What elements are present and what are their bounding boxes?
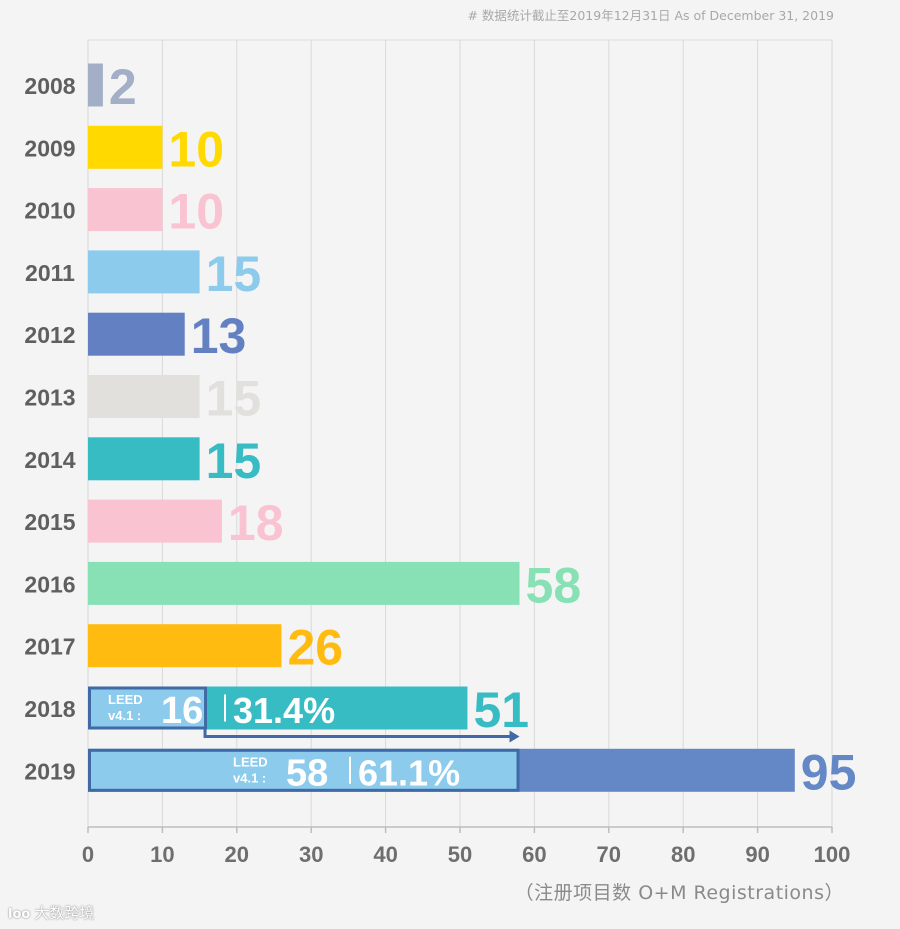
leed-frame xyxy=(88,686,208,730)
value-label: 10 xyxy=(168,121,224,177)
leed-count: 58 xyxy=(286,752,328,794)
x-tick-label: 10 xyxy=(150,842,174,867)
x-tick-label: 80 xyxy=(671,842,695,867)
leed-label: LEED xyxy=(233,754,268,769)
watermark-logo-icon: loo xyxy=(8,907,31,922)
value-label: 15 xyxy=(206,433,262,489)
year-label: 2010 xyxy=(24,198,75,224)
bar xyxy=(88,624,282,668)
value-label: 13 xyxy=(191,308,247,364)
x-tick-label: 100 xyxy=(814,842,851,867)
value-label: 15 xyxy=(206,246,262,302)
leed-label: LEED xyxy=(108,692,143,707)
leed-frame xyxy=(88,748,520,792)
value-label: 58 xyxy=(526,557,582,613)
x-axis-label: （注册项目数 O+M Registrations） xyxy=(514,882,844,904)
year-label: 2009 xyxy=(24,135,75,161)
year-label: 2013 xyxy=(24,385,75,411)
bar xyxy=(88,312,185,356)
leed-connector-arrowhead xyxy=(509,730,520,743)
data-cutoff-note: # 数据统计截止至2019年12月31日 As of December 31, … xyxy=(467,8,834,23)
value-label: 10 xyxy=(168,184,224,240)
value-label: 26 xyxy=(287,620,343,676)
value-label: 18 xyxy=(228,495,284,551)
bar xyxy=(88,250,200,294)
bar xyxy=(88,63,103,107)
x-tick-label: 60 xyxy=(522,842,546,867)
year-label: 2015 xyxy=(24,509,75,535)
bar xyxy=(88,561,520,605)
watermark-text: 大数跨境 xyxy=(34,904,95,922)
year-label: 2014 xyxy=(24,447,75,473)
year-label: 2012 xyxy=(24,322,75,348)
x-tick-label: 0 xyxy=(82,842,94,867)
x-tick-label: 30 xyxy=(299,842,323,867)
value-label: 2 xyxy=(109,59,137,115)
leed-version-label: v4.1 : xyxy=(233,770,266,785)
leed-segment xyxy=(88,686,208,730)
year-label: 2016 xyxy=(24,571,75,597)
value-label: 15 xyxy=(206,371,262,427)
leed-segment xyxy=(88,748,520,792)
year-label: 2018 xyxy=(24,696,75,722)
leed-share: 31.4% xyxy=(233,690,335,731)
year-label: 2011 xyxy=(25,260,75,286)
year-label: 2008 xyxy=(24,73,75,99)
x-tick-label: 50 xyxy=(448,842,472,867)
value-label: 95 xyxy=(801,744,857,800)
x-tick-label: 20 xyxy=(225,842,249,867)
x-tick-label: 40 xyxy=(373,842,397,867)
year-label: 2019 xyxy=(24,758,75,784)
bar xyxy=(88,375,200,418)
watermark: loo 大数跨境 xyxy=(8,902,94,923)
bar xyxy=(88,499,222,543)
leed-version-label: v4.1 : xyxy=(108,708,141,723)
leed-connector-line xyxy=(203,729,514,738)
bar xyxy=(88,188,163,232)
x-tick-label: 90 xyxy=(745,842,769,867)
x-tick-label: 70 xyxy=(597,842,621,867)
leed-share: 61.1% xyxy=(358,752,460,793)
bar xyxy=(88,437,200,481)
leed-count: 16 xyxy=(161,690,203,732)
value-label: 51 xyxy=(473,682,529,738)
bar xyxy=(88,125,163,169)
year-label: 2017 xyxy=(24,634,75,660)
